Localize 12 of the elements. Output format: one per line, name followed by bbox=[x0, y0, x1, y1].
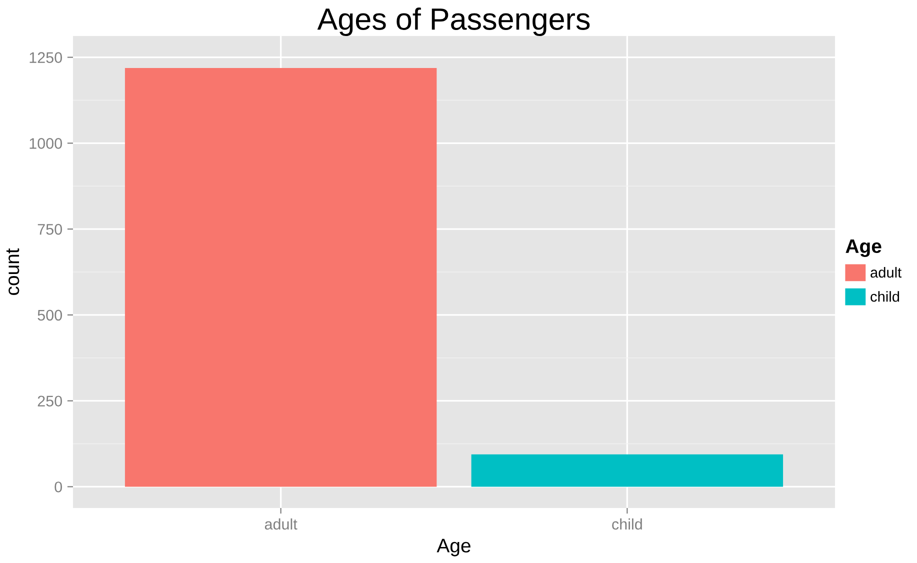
legend-label: child bbox=[870, 291, 900, 302]
legend-title: Age bbox=[846, 239, 882, 257]
y-tick-label: 500 bbox=[38, 310, 62, 321]
y-tick-label: 250 bbox=[38, 396, 62, 407]
y-axis-title: count bbox=[6, 248, 20, 295]
y-tick-label: 750 bbox=[38, 224, 62, 235]
legend-label: adult bbox=[870, 266, 902, 278]
y-tick-label: 0 bbox=[54, 482, 62, 492]
x-axis-title: Age bbox=[436, 538, 470, 556]
y-tick-label: 1250 bbox=[30, 52, 62, 63]
chart-title: Ages of Passengers bbox=[317, 8, 590, 36]
y-tick-label: 1000 bbox=[30, 138, 62, 149]
